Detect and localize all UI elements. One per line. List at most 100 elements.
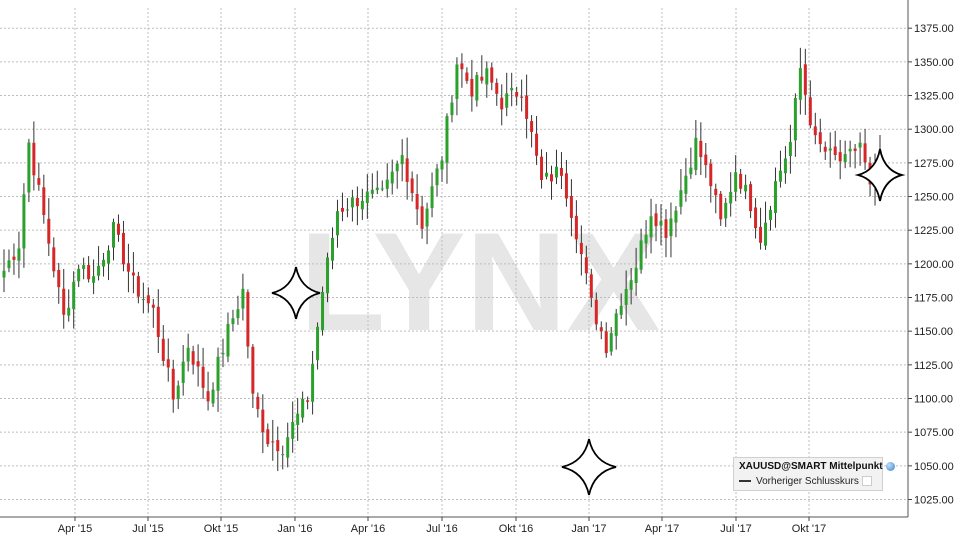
candle xyxy=(440,156,444,182)
candle-body xyxy=(186,347,190,362)
candle xyxy=(679,168,683,215)
candle-body xyxy=(704,154,708,166)
candle-body xyxy=(2,270,6,278)
candle-body xyxy=(550,174,553,182)
candle-body xyxy=(490,67,494,83)
candle xyxy=(405,137,409,200)
candle-body xyxy=(654,213,658,227)
candle xyxy=(445,113,449,184)
candle-body xyxy=(759,226,763,243)
candle xyxy=(126,243,130,293)
candle xyxy=(699,122,703,175)
candle xyxy=(510,72,514,107)
candle xyxy=(276,426,280,472)
candle xyxy=(500,84,504,126)
candle xyxy=(520,79,524,112)
candle-body xyxy=(146,295,150,304)
candle xyxy=(818,118,822,153)
y-tick-label: 1125.00 xyxy=(914,360,953,372)
candle-body xyxy=(644,234,648,244)
candle-body xyxy=(316,326,320,361)
candle xyxy=(350,189,354,222)
candle xyxy=(515,86,519,106)
candle xyxy=(649,198,653,254)
y-tick-label: 1050.00 xyxy=(914,461,954,473)
candle-body xyxy=(505,93,509,108)
candle xyxy=(729,172,733,217)
candle-body xyxy=(131,272,135,276)
candle xyxy=(355,186,359,226)
x-tick-label: Jul '16 xyxy=(426,523,457,535)
candle-body xyxy=(251,346,255,394)
candle-body xyxy=(266,429,270,445)
candle xyxy=(380,180,384,192)
candle xyxy=(281,445,285,470)
candle-body xyxy=(126,263,130,272)
candle xyxy=(266,423,270,447)
candle-body xyxy=(764,222,768,246)
candle-body xyxy=(659,221,663,226)
candle-body xyxy=(709,163,713,187)
candle xyxy=(87,256,91,283)
candle-body xyxy=(291,422,295,439)
y-tick-label: 1025.00 xyxy=(914,494,954,506)
candle-body xyxy=(858,142,862,148)
candle-body xyxy=(191,351,195,365)
candle xyxy=(584,245,588,285)
candle-body xyxy=(410,178,414,194)
legend-toggle-checkbox[interactable] xyxy=(861,476,872,487)
candle-body xyxy=(724,202,728,219)
candle xyxy=(475,72,479,107)
candle-body xyxy=(554,166,558,178)
candle-body xyxy=(355,197,359,207)
candle-body xyxy=(211,389,215,404)
y-tick-label: 1100.00 xyxy=(914,394,953,406)
candle xyxy=(102,252,106,277)
candle xyxy=(594,292,598,331)
candle-body xyxy=(520,96,524,98)
candle xyxy=(550,165,553,200)
candle xyxy=(365,174,369,219)
candle-body xyxy=(649,216,653,238)
globe-icon[interactable] xyxy=(885,461,895,471)
candle-body xyxy=(460,63,464,70)
sparkle-star-icon xyxy=(854,148,906,202)
candle xyxy=(116,214,120,242)
candle xyxy=(530,115,534,148)
candle-body xyxy=(97,265,101,276)
candle xyxy=(808,80,812,129)
candle-body xyxy=(604,331,608,354)
candle-body xyxy=(276,440,280,452)
candle-body xyxy=(116,223,120,235)
candle-body xyxy=(823,146,827,152)
candle xyxy=(206,371,210,411)
candle xyxy=(420,195,424,239)
candle xyxy=(311,351,315,415)
candle-body xyxy=(689,167,693,175)
candle-body xyxy=(813,126,817,136)
candle xyxy=(759,207,763,250)
candle xyxy=(709,159,713,203)
candle xyxy=(335,199,339,248)
candle-body xyxy=(301,398,305,418)
candle xyxy=(17,231,21,279)
candle xyxy=(554,149,558,185)
candle-body xyxy=(107,250,111,264)
candle-body xyxy=(82,265,86,269)
candle xyxy=(634,247,638,296)
candle-body xyxy=(500,97,504,110)
candle-body xyxy=(42,187,46,216)
legend: XAUUSD@SMART Mittelpunkt Vorheriger Schl… xyxy=(733,457,895,491)
candle xyxy=(470,59,474,112)
candle-body xyxy=(271,441,275,443)
candle-body xyxy=(584,257,588,274)
candle-body xyxy=(37,178,41,185)
candle xyxy=(455,57,459,116)
candle-body xyxy=(664,219,668,238)
candle-body xyxy=(350,197,354,208)
x-tick-label: Jan '17 xyxy=(571,523,606,535)
candle-body xyxy=(156,306,160,337)
candle xyxy=(734,155,738,202)
candle-body xyxy=(465,72,469,81)
